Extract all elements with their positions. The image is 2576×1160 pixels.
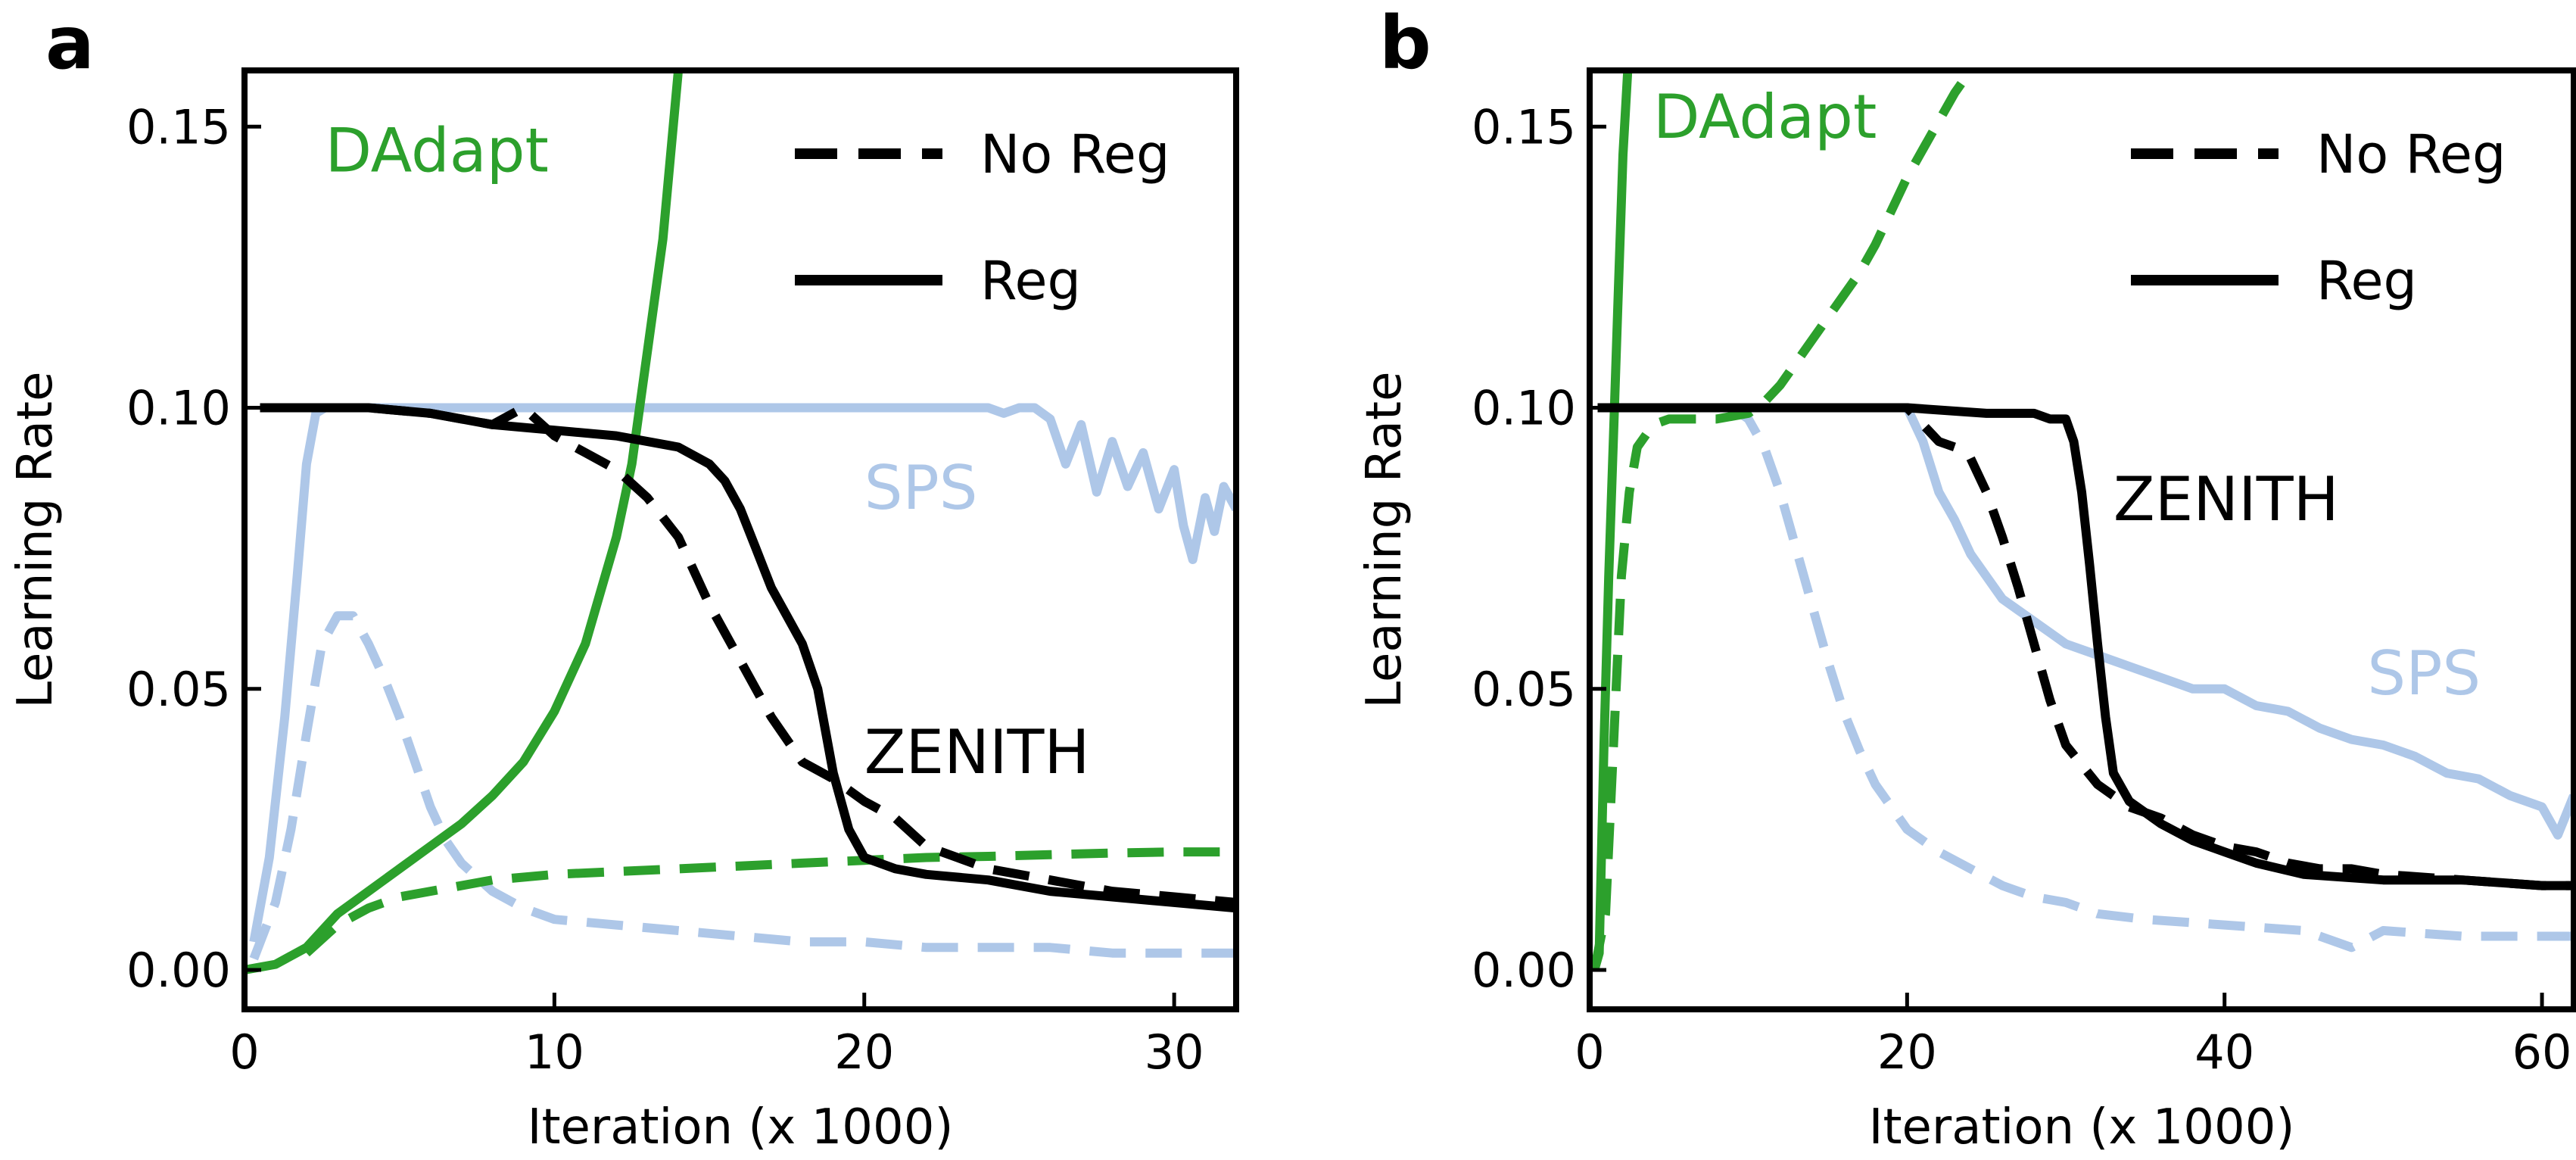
y-tick-label: 0.15 bbox=[126, 99, 231, 154]
x-tick-label: 60 bbox=[2512, 1024, 2572, 1080]
annotation-zenith: ZENITH bbox=[864, 717, 1090, 787]
y-tick-label: 0.15 bbox=[1472, 99, 1576, 154]
x-tick-label: 0 bbox=[1575, 1024, 1604, 1080]
annotation-dadapt: DAdapt bbox=[325, 116, 548, 186]
y-tick-label: 0.05 bbox=[1472, 662, 1576, 717]
series-dadapt-no-reg bbox=[303, 847, 1236, 957]
panel-a-legend: No Reg Reg bbox=[795, 123, 1170, 312]
x-tick-label: 20 bbox=[1877, 1024, 1937, 1080]
annotation-sps: SPS bbox=[2367, 638, 2481, 709]
series-dadapt-no-reg bbox=[1590, 70, 1975, 971]
series-zenith-no-reg bbox=[260, 403, 1236, 907]
panel-b-series bbox=[1590, 70, 2574, 971]
panel-a-annotations: DAdapt SPS ZENITH bbox=[325, 116, 1089, 787]
x-tick-label: 30 bbox=[1145, 1024, 1204, 1080]
x-tick-label: 0 bbox=[229, 1024, 259, 1080]
annotation-sps: SPS bbox=[864, 453, 978, 523]
panel-b-annotations: DAdapt SPS ZENITH bbox=[1653, 82, 2481, 709]
y-tick-label: 0.10 bbox=[126, 381, 231, 436]
panel-b-frame bbox=[1587, 67, 2576, 1012]
y-tick-label: 0.10 bbox=[1472, 381, 1576, 436]
series-sps-no-reg bbox=[1730, 404, 2574, 953]
y-tick-label: 0.00 bbox=[126, 943, 231, 998]
panel-a-frame bbox=[241, 67, 1239, 1012]
panel-b: b 0 20 40 60 0.00 0.05 0.10 0.15 No Reg Reg DAd… bbox=[1357, 1, 2576, 1155]
series-sps-no-reg bbox=[249, 611, 1236, 961]
panel-b-legend: No Reg Reg bbox=[2131, 123, 2506, 312]
panel-a: a 0 10 20 30 0.00 0.05 0.10 0.15 No Reg Reg DAd… bbox=[8, 1, 1239, 1155]
y-tick-label: 0.05 bbox=[126, 662, 231, 717]
legend-reg-label: Reg bbox=[980, 250, 1081, 312]
annotation-dadapt: DAdapt bbox=[1653, 82, 1877, 152]
x-tick-label: 10 bbox=[525, 1024, 584, 1080]
legend-no-reg-label: No Reg bbox=[980, 123, 1170, 186]
panel-a-ticks: 0 10 20 30 0.00 0.05 0.10 0.15 bbox=[126, 99, 1204, 1080]
panel-b-letter: b bbox=[1379, 1, 1431, 86]
panel-a-series bbox=[245, 70, 1236, 974]
panel-b-ticks: 0 20 40 60 0.00 0.05 0.10 0.15 bbox=[1472, 99, 2572, 1080]
panel-b-ylabel: Learning Rate bbox=[1357, 372, 1413, 709]
series-sps-reg bbox=[249, 403, 1236, 943]
x-tick-label: 40 bbox=[2194, 1024, 2254, 1080]
legend-no-reg-label: No Reg bbox=[2316, 123, 2506, 186]
series-dadapt-reg bbox=[245, 70, 684, 974]
y-tick-label: 0.00 bbox=[1472, 943, 1576, 998]
panel-a-xlabel: Iteration (x 1000) bbox=[528, 1099, 954, 1155]
legend-reg-label: Reg bbox=[2316, 250, 2417, 312]
series-zenith-reg bbox=[1597, 403, 2574, 890]
series-zenith-reg bbox=[260, 403, 1236, 913]
panel-b-xlabel: Iteration (x 1000) bbox=[1869, 1099, 2295, 1155]
series-dadapt-reg bbox=[1590, 70, 1633, 971]
annotation-zenith: ZENITH bbox=[2113, 464, 2339, 535]
x-tick-label: 20 bbox=[834, 1024, 894, 1080]
panel-a-letter: a bbox=[45, 1, 95, 86]
panel-a-ylabel: Learning Rate bbox=[8, 372, 64, 709]
